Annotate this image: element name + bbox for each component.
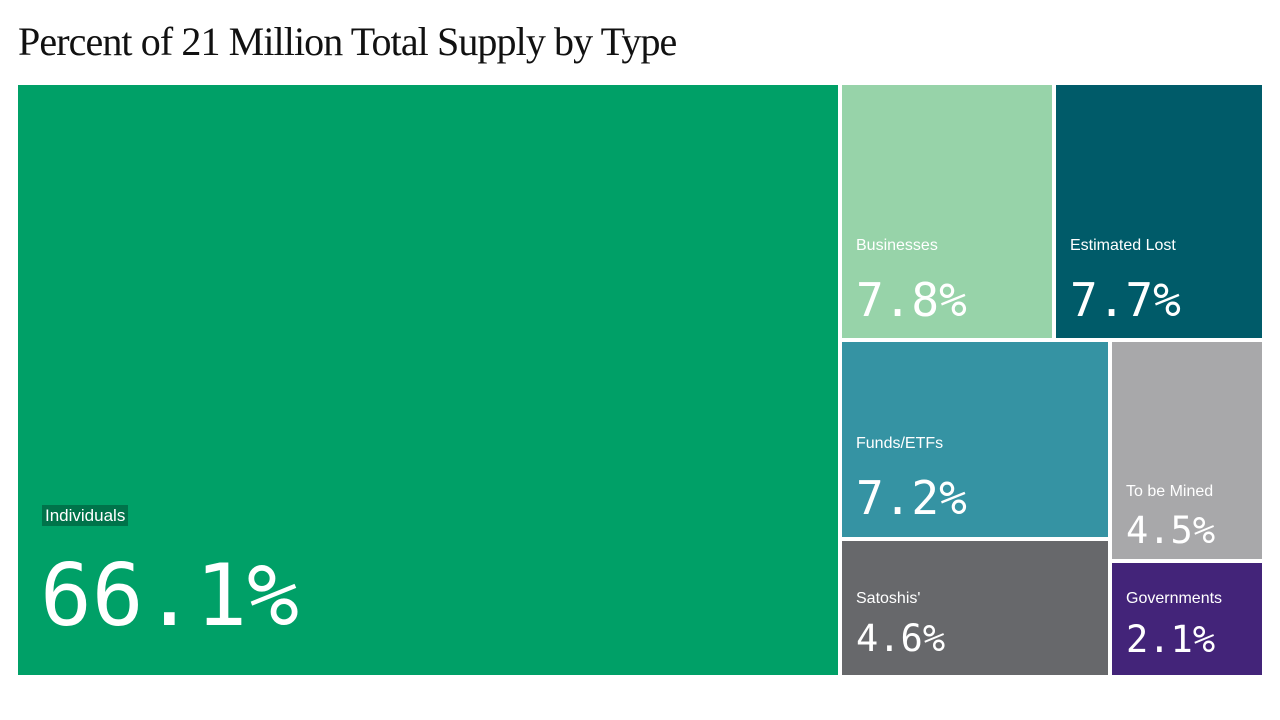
treemap-tile-to-be-mined: To be Mined 4.5% xyxy=(1112,342,1262,559)
tile-value-businesses: 7.8% xyxy=(856,273,967,327)
tile-label-governments: Governments xyxy=(1126,590,1223,607)
tile-value-governments: 2.1% xyxy=(1126,618,1216,661)
tile-label-estimated-lost: Estimated Lost xyxy=(1070,237,1176,254)
tile-label-individuals: Individuals xyxy=(42,505,129,526)
treemap-tile-governments: Governments 2.1% xyxy=(1112,563,1262,675)
tile-value-estimated-lost: 7.7% xyxy=(1070,273,1181,327)
tile-label-satoshis: Satoshis' xyxy=(856,590,921,607)
tile-value-funds-etfs: 7.2% xyxy=(856,471,967,525)
treemap-tile-individuals: Individuals 66.1% xyxy=(18,85,838,675)
tile-label-to-be-mined: To be Mined xyxy=(1126,483,1214,500)
tile-value-individuals: 66.1% xyxy=(40,546,299,646)
chart-title: Percent of 21 Million Total Supply by Ty… xyxy=(18,19,677,64)
treemap-tile-estimated-lost: Estimated Lost 7.7% xyxy=(1056,85,1262,338)
tile-value-to-be-mined: 4.5% xyxy=(1126,509,1216,552)
treemap-tile-satoshis: Satoshis' 4.6% xyxy=(842,541,1108,675)
tile-value-satoshis: 4.6% xyxy=(856,617,946,660)
treemap-tile-businesses: Businesses 7.8% xyxy=(842,85,1052,338)
tile-label-funds-etfs: Funds/ETFs xyxy=(856,435,944,452)
treemap-tile-funds-etfs: Funds/ETFs 7.2% xyxy=(842,342,1108,537)
treemap: Individuals 66.1% Businesses 7.8% Estimated … xyxy=(18,85,1262,675)
tile-label-businesses: Businesses xyxy=(856,237,938,254)
